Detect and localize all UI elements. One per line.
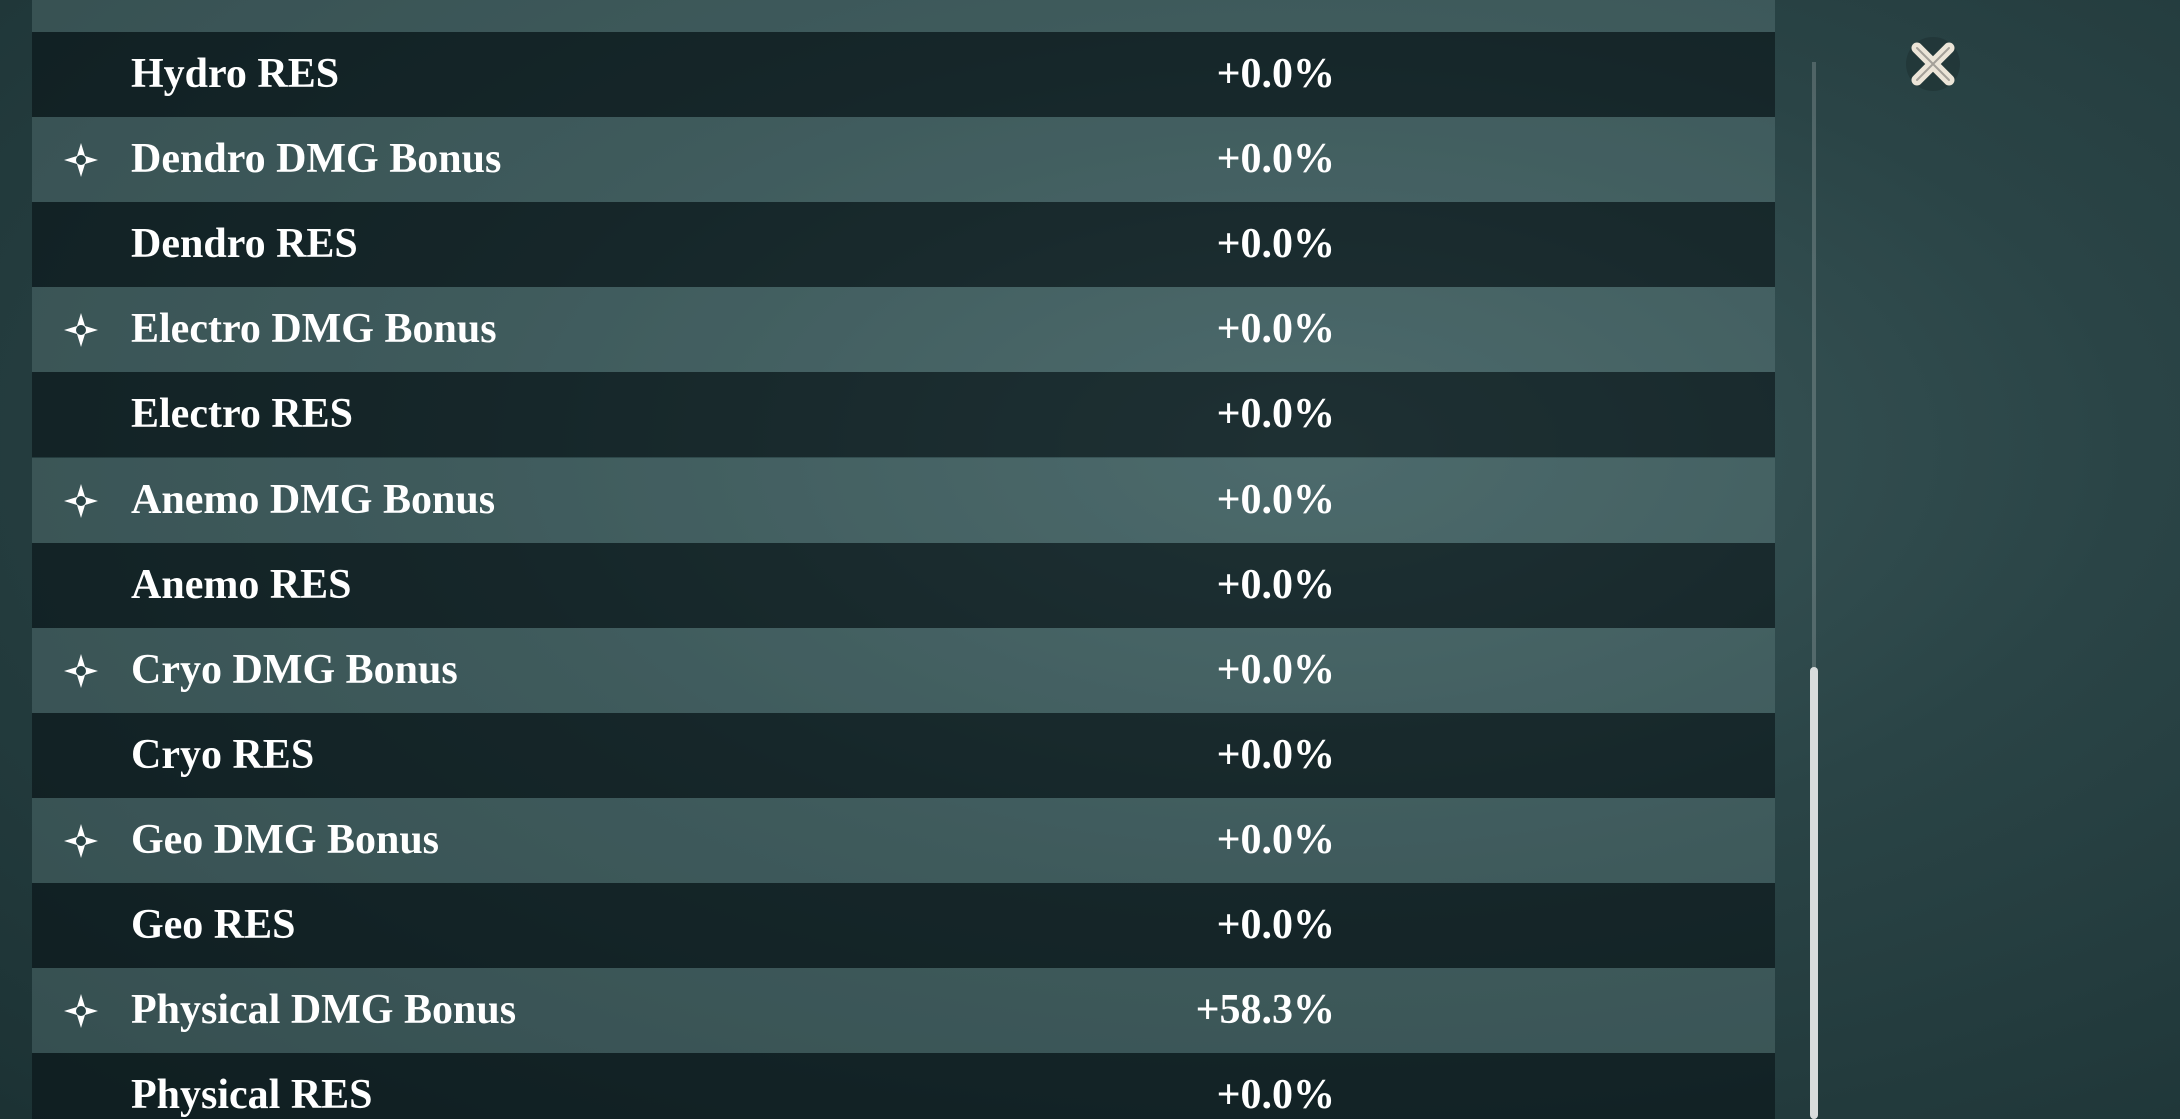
stat-value: +0.0%	[1216, 1072, 1335, 1119]
scrollbar-track	[1812, 62, 1816, 1119]
element-icon	[62, 822, 100, 860]
stat-value: +0.0%	[1216, 561, 1335, 608]
stat-value: +58.3%	[1195, 987, 1335, 1034]
stat-row: Hydro RES +0.0%	[32, 32, 1775, 117]
stat-value: +0.0%	[1216, 816, 1335, 863]
stat-row: Anemo RES +0.0%	[32, 542, 1775, 628]
stat-label: Hydro RES	[131, 51, 340, 97]
element-icon	[62, 992, 100, 1030]
element-icon	[62, 311, 100, 349]
stat-row: Physical RES +0.0%	[32, 1053, 1775, 1119]
scrollbar-thumb[interactable]	[1810, 667, 1818, 1119]
element-icon	[62, 652, 100, 690]
stat-value: +0.0%	[1216, 646, 1335, 693]
stat-label: Physical DMG Bonus	[131, 987, 517, 1034]
stat-row: Dendro RES +0.0%	[32, 202, 1775, 288]
stat-row: Physical DMG Bonus +58.3%	[32, 968, 1775, 1054]
stat-label: Anemo DMG Bonus	[131, 476, 496, 523]
element-icon	[62, 141, 100, 179]
element-icon	[62, 482, 100, 520]
stat-label: Physical RES	[131, 1072, 373, 1119]
stat-value: +0.0%	[1216, 136, 1335, 183]
stat-value: +0.0%	[1216, 731, 1335, 778]
stat-value: +0.0%	[1216, 391, 1335, 438]
stat-value: +0.0%	[1216, 221, 1335, 268]
stat-label: Anemo RES	[131, 561, 352, 608]
stat-row: Cryo DMG Bonus +0.0%	[32, 627, 1775, 713]
close-button[interactable]	[1905, 36, 1961, 92]
stat-label: Electro RES	[131, 391, 354, 438]
stat-label: Electro DMG Bonus	[131, 306, 497, 353]
stat-value: +0.0%	[1216, 306, 1335, 353]
stat-row: Electro DMG Bonus +0.0%	[32, 287, 1775, 373]
stat-label: Dendro DMG Bonus	[131, 136, 502, 183]
stat-row: Anemo DMG Bonus +0.0%	[32, 457, 1775, 543]
stat-row: Cryo RES +0.0%	[32, 712, 1775, 798]
stat-row: Geo RES +0.0%	[32, 883, 1775, 968]
stat-label: Geo RES	[131, 902, 296, 948]
stat-row: Electro RES +0.0%	[32, 372, 1775, 458]
stat-label: Geo DMG Bonus	[131, 816, 440, 863]
stat-row: Geo DMG Bonus +0.0%	[32, 797, 1775, 883]
stat-label: Cryo DMG Bonus	[131, 646, 458, 693]
stat-row: Dendro DMG Bonus +0.0%	[32, 117, 1775, 203]
row-background	[32, 0, 1775, 32]
stat-value: +0.0%	[1216, 902, 1335, 948]
stat-value: +0.0%	[1216, 476, 1335, 523]
stat-label: Cryo RES	[131, 731, 315, 778]
stat-label: Dendro RES	[131, 221, 358, 268]
stat-value: +0.0%	[1216, 51, 1335, 97]
